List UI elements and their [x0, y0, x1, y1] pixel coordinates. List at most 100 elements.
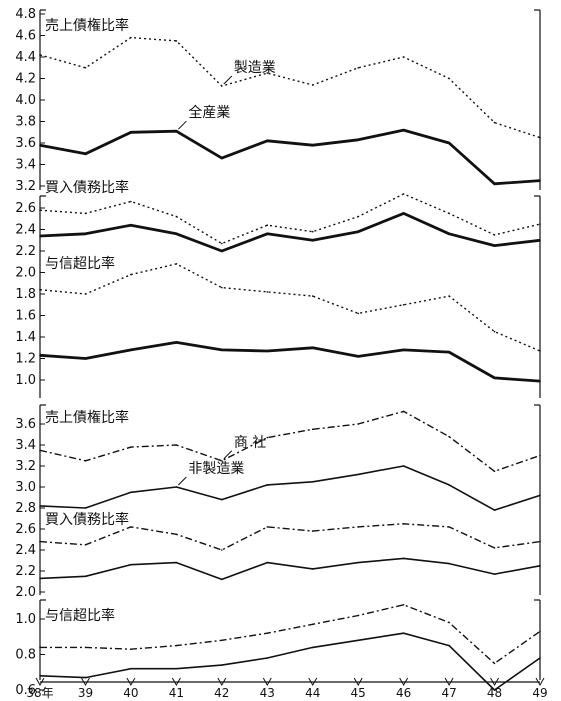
panel-4-title: 与信超比率	[45, 607, 115, 624]
panel-3-series-4-point	[130, 563, 132, 566]
panel-3-series-1-point	[493, 470, 496, 473]
panel-2-series-4-point	[175, 341, 178, 344]
panel-2-series-2-point	[266, 233, 269, 235]
x-axis-tick-mark	[490, 677, 499, 687]
panel-2-series-1-line	[39, 193, 541, 245]
panel-3-series-1-point	[357, 423, 360, 425]
panel-2-ytick-label: 1.0	[15, 373, 36, 388]
panel-3-series-1-point	[448, 435, 450, 438]
panel-2-series-3-point	[130, 273, 132, 276]
panel-4-series-2-line	[39, 632, 541, 691]
panel-1-series-2-point	[39, 144, 41, 146]
panel-1-series-1-point	[448, 77, 450, 80]
panel-1-series-1-name: 製造業	[234, 60, 276, 76]
x-axis-tick-label: 49	[532, 686, 547, 700]
panel-2-series-1-point	[84, 212, 87, 215]
panel-2-series-3-point	[39, 288, 41, 291]
panel-2-ytick-label: 1.8	[15, 287, 36, 302]
panel-2-series-4-point	[402, 349, 405, 351]
panel-2-series-3-point	[221, 286, 223, 289]
panel-1-ytick-label: 3.6	[15, 136, 36, 151]
panel-2-series-4-point	[130, 349, 132, 351]
panel-3-series-3-point	[175, 533, 178, 536]
panel-1-series-1-point	[39, 54, 41, 56]
panel-4-series-1-point	[130, 648, 132, 650]
panel-2-series-4-point	[448, 351, 450, 353]
panel-4-series-2-point	[266, 657, 269, 659]
panel-2-series-4-point	[311, 347, 314, 349]
panel-1-series-2-point	[266, 140, 269, 142]
x-axis-tick-label: 46	[396, 686, 411, 700]
x-axis-tick-mark	[444, 677, 454, 687]
panel-3-ytick-label: 3.2	[15, 459, 36, 474]
x-axis-tick-label: 44	[305, 686, 320, 700]
panel-3-ytick-label: 3.6	[15, 417, 36, 432]
x-axis-tick-label: 43	[260, 686, 275, 700]
panel-2-series-2-point	[357, 230, 360, 233]
panel-1-series-2-point	[357, 139, 360, 141]
panel-3-ytick-label: 3.0	[15, 480, 36, 495]
panel-1-series-2-point	[493, 183, 496, 185]
panel-3-series-2-point	[39, 505, 41, 507]
panel-3-series-4-line	[39, 557, 541, 581]
panel-2-series-2-point	[175, 233, 178, 235]
panel-2-series-4-point	[539, 380, 541, 382]
panel-3-series-4-point	[402, 557, 405, 560]
panel-2-series-4-point	[266, 350, 269, 352]
x-axis-tick-label: 39	[78, 686, 93, 700]
panel-2-series-2-point	[130, 224, 132, 226]
panel-3-mid-label: 買入債務比率	[45, 511, 129, 528]
panel-2-series-2-point	[402, 212, 405, 215]
panel-2-series-4-point	[84, 357, 87, 360]
panel-3-series-3-point	[448, 526, 450, 528]
panel-2-upper-label: 買入債務比率	[45, 179, 129, 196]
panel-3-series-3-point	[311, 530, 314, 532]
panel-2-series-4-point	[357, 355, 360, 358]
panel-4-series-2-point	[221, 664, 223, 666]
panel-2-series-1-point	[539, 223, 541, 225]
panel-3-series-3-point	[84, 544, 87, 546]
panel-4-series-2-point	[448, 644, 450, 647]
panel-3-upper-label: 売上債権比率	[45, 409, 129, 426]
panel-3-series-2-point	[175, 486, 178, 488]
panel-3-series-1-point	[175, 444, 178, 446]
panel-4-series-1-point	[221, 639, 223, 642]
panel-4-series-2-point	[311, 646, 314, 649]
panel-2-ytick-label: 2.2	[15, 244, 36, 259]
panel-3-series-2-name: 非製造業	[188, 461, 244, 477]
panel-1-series-1-point	[84, 67, 87, 69]
panel-3-series-4-point	[539, 565, 541, 567]
panel-2-series-1-point	[311, 230, 314, 233]
panel-1-series-2-line	[39, 128, 541, 186]
panel-1-ytick-label: 3.2	[15, 179, 36, 194]
panel-1-series-2-name: 全産業	[188, 104, 230, 121]
panel-3-series-1-point	[130, 446, 132, 448]
panel-1-ytick-label: 3.4	[15, 158, 36, 173]
panel-2-series-3-line	[39, 263, 541, 352]
x-axis-tick-label: 48	[487, 686, 502, 700]
panel-2-series-1-point	[357, 215, 360, 218]
panel-4-series-1-point	[266, 632, 269, 634]
panel-2-series-2-line	[39, 211, 541, 253]
panel-2-series-4-point	[493, 377, 496, 379]
panel-1-series-1-point	[357, 67, 360, 69]
x-axis-tick-mark	[81, 677, 90, 687]
panel-1-ytick-label: 4.6	[15, 29, 36, 44]
panel-3-series-2-point	[84, 507, 87, 509]
panel-3-series-2-point	[311, 481, 314, 483]
panel-1-series-2-point	[402, 129, 405, 131]
panel-1-series-1-point	[539, 136, 541, 139]
panel-1-series-2-callout-line	[178, 120, 187, 130]
x-axis-tick-mark	[535, 677, 545, 687]
panel-2-series-2-point	[84, 233, 87, 235]
x-axis-tick-label: 47	[441, 686, 456, 700]
panel-4-series-2-point	[402, 632, 405, 634]
x-axis-tick-label: 41	[169, 686, 184, 700]
panel-2-series-4-point	[221, 349, 223, 351]
panel-4-series-2-point	[493, 689, 496, 691]
panel-4-series-1-point	[539, 630, 541, 633]
panel-3-ytick-label: 2.6	[15, 522, 36, 537]
panel-4-series-2-point	[84, 676, 87, 679]
x-axis-tick-mark	[399, 677, 409, 687]
